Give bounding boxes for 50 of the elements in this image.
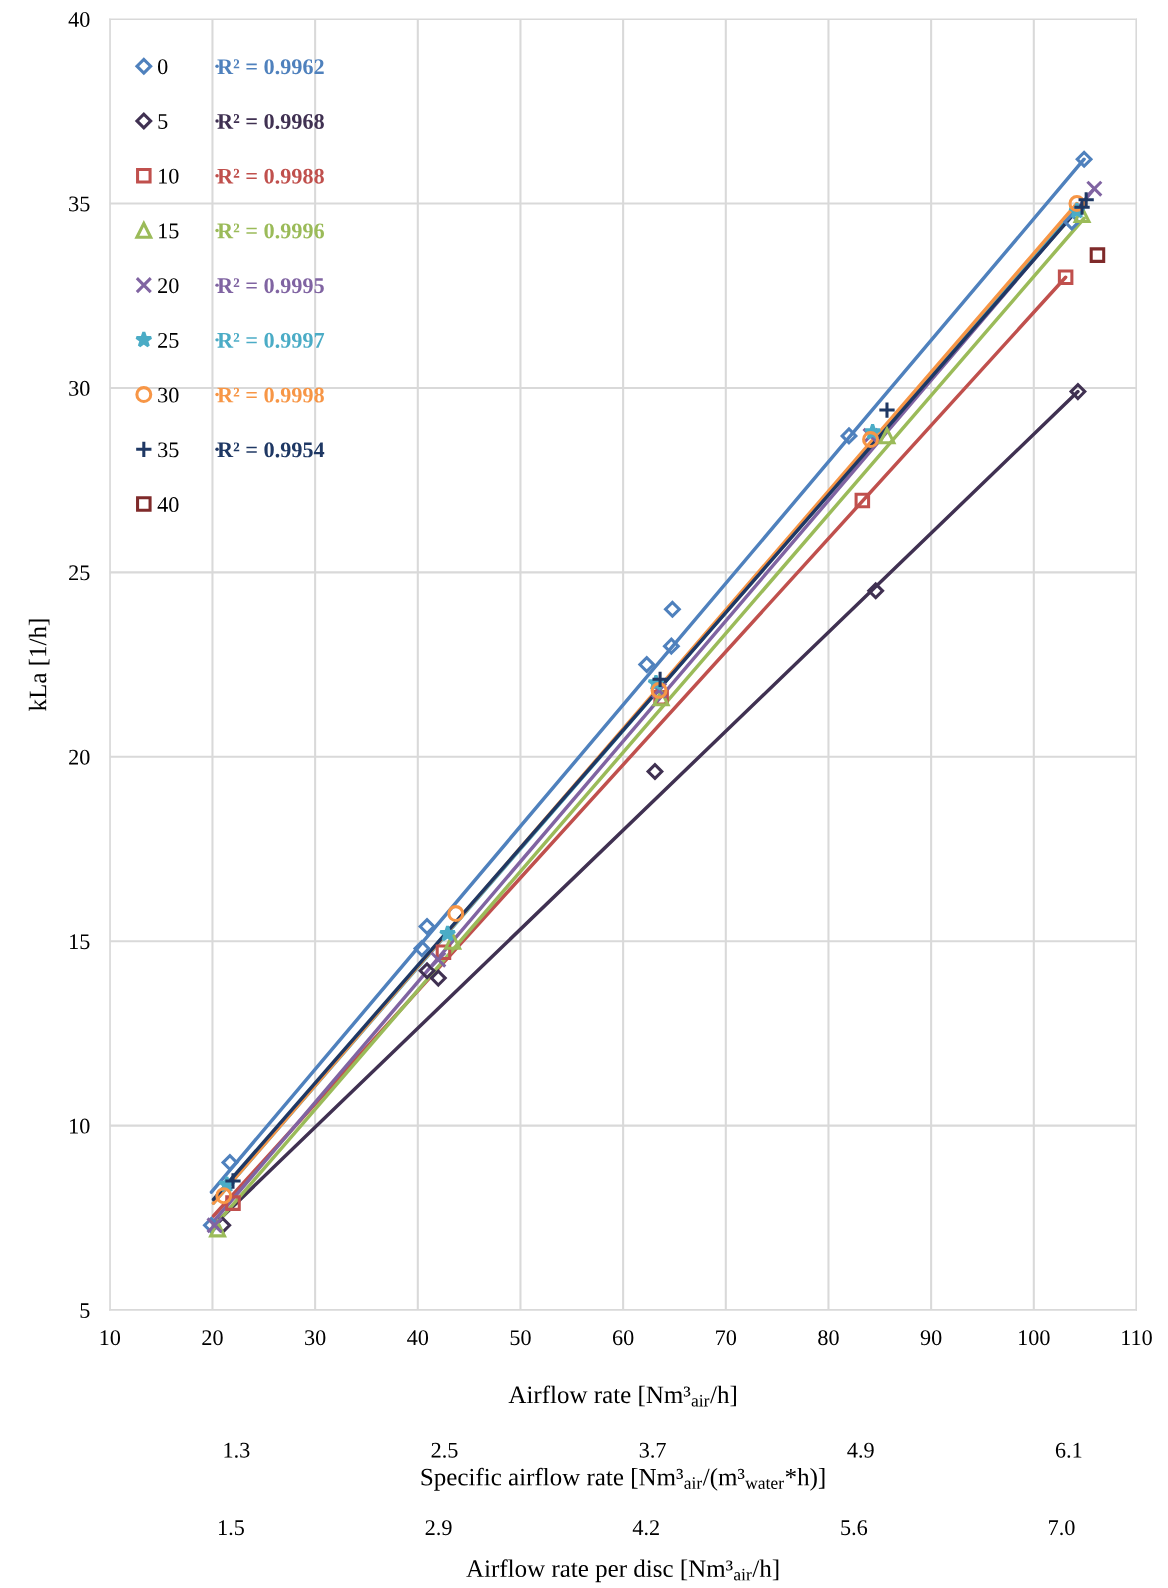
- y-tick-label: 35: [69, 196, 90, 212]
- legend-label: 30: [158, 387, 179, 403]
- x-tick-label: 20: [202, 1330, 223, 1346]
- text: Airflow rate per disc [Nm³$_{air}$/h]: [466, 1559, 779, 1583]
- x-tick-label: 110: [1122, 1330, 1152, 1346]
- x-axis-title: Airflow rate [Nm³$_{air}$/h]: [508, 1385, 736, 1407]
- x-tick-label: 30: [305, 1330, 326, 1346]
- y-tick-label: 20: [69, 749, 90, 765]
- x-tick-label: 90: [920, 1330, 942, 1346]
- x-tick-label: 10: [100, 1330, 121, 1346]
- legend-label: R² = 0.9954: [217, 442, 325, 458]
- x2-tick-label: 3.7: [639, 1442, 666, 1458]
- x2-tick-label: 1.3: [224, 1442, 250, 1458]
- text: 7.0: [1049, 1520, 1075, 1536]
- legend-label: 40: [157, 497, 179, 513]
- x-tick-label: 70: [716, 1330, 737, 1346]
- legend-label: R² = 0.9996: [217, 223, 325, 239]
- x2-tick-label: 6.1: [1055, 1442, 1082, 1458]
- y-tick-label: 40: [68, 11, 90, 27]
- y-tick-label: 25: [69, 565, 90, 581]
- text: 5.6: [841, 1520, 868, 1536]
- x-tick-label: 100: [1019, 1330, 1050, 1346]
- legend-label: 5: [158, 114, 168, 129]
- x2-axis-title: Specific airflow rate [Nm³$_{air}$/(m³$_{water}$*h)]: [421, 1467, 825, 1491]
- legend-label: 35: [158, 442, 179, 458]
- legend-label: 15: [159, 223, 179, 239]
- text: 4.2: [632, 1520, 659, 1536]
- text: 1.5: [219, 1520, 244, 1536]
- y-tick-label: 5: [80, 1303, 90, 1319]
- legend-label: 25: [158, 332, 179, 348]
- legend-label: R² = 0.9995: [217, 278, 324, 294]
- legend-label: R² = 0.9988: [217, 168, 324, 184]
- y-tick-label: 30: [69, 380, 90, 396]
- legend-label: 10: [159, 168, 179, 184]
- legend-label: 0: [157, 59, 168, 75]
- y-axis-title: kLa [1/h]: [28, 619, 50, 711]
- legend-label: 20: [158, 278, 179, 294]
- x2-tick-label: 4.9: [847, 1442, 874, 1458]
- x2-tick-label: 2.5: [431, 1442, 458, 1458]
- x-tick-label: 80: [818, 1330, 839, 1346]
- legend-label: R² = 0.9997: [217, 332, 325, 348]
- x-tick-label: 40: [407, 1330, 429, 1346]
- text: 2.9: [425, 1520, 452, 1536]
- legend-label: R² = 0.9998: [217, 387, 324, 403]
- x-tick-label: 50: [510, 1330, 531, 1346]
- x-tick-label: 60: [612, 1330, 634, 1346]
- legend-label: R² = 0.9962: [217, 59, 324, 75]
- legend-label: R² = 0.9968: [217, 113, 324, 130]
- y-tick-label: 15: [70, 934, 90, 950]
- y-tick-label: 10: [70, 1118, 90, 1134]
